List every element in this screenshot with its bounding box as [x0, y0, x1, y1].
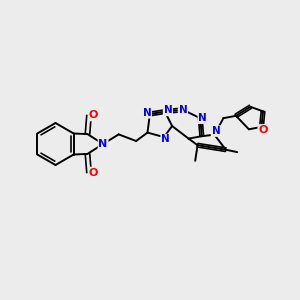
Text: N: N: [98, 139, 108, 149]
Text: N: N: [198, 113, 207, 123]
Text: N: N: [142, 108, 151, 118]
Text: O: O: [258, 125, 268, 135]
Text: N: N: [212, 126, 220, 136]
Text: N: N: [178, 105, 187, 115]
Text: N: N: [164, 105, 172, 116]
Text: O: O: [89, 110, 98, 121]
Text: N: N: [161, 134, 170, 145]
Text: O: O: [89, 167, 98, 178]
